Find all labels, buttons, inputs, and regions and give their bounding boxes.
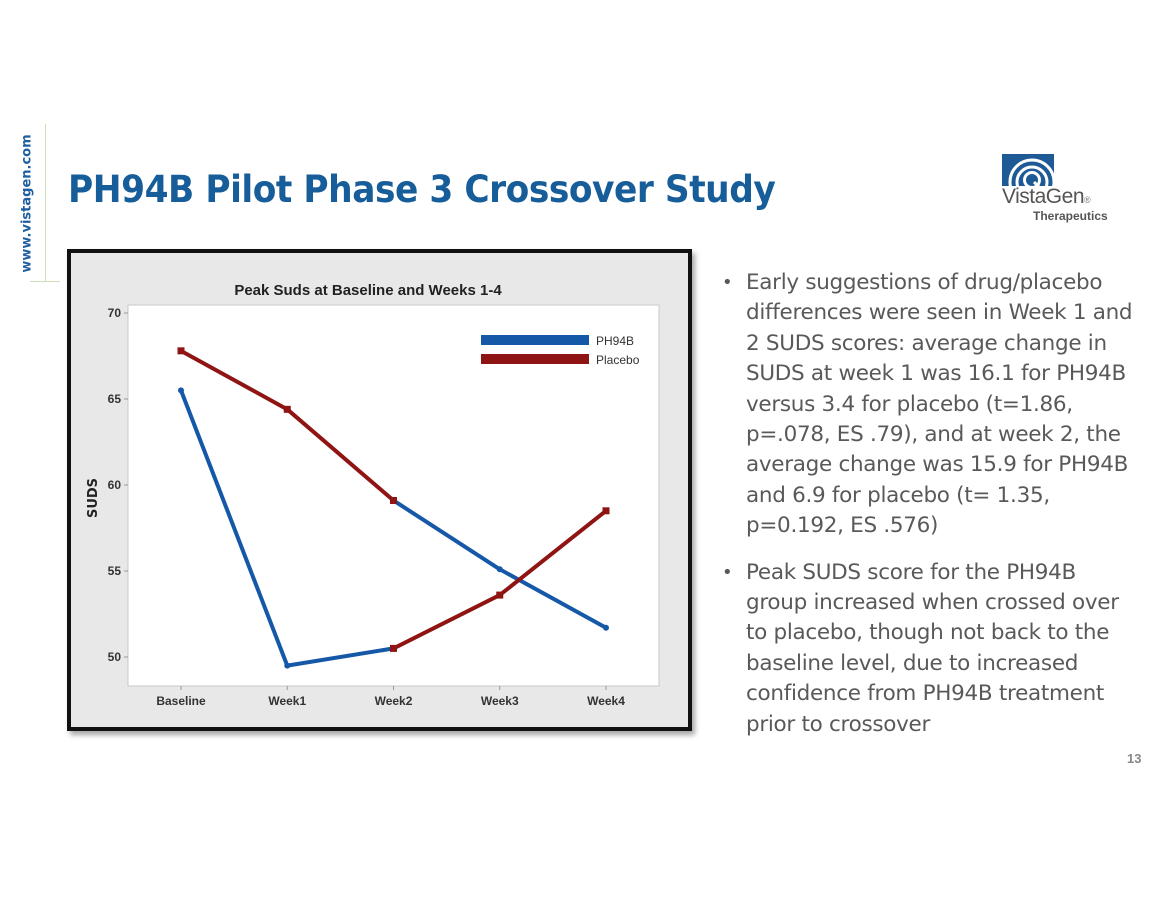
- website-url-text: www.vistagen.com: [19, 133, 35, 273]
- x-tick-label: Week2: [375, 694, 413, 708]
- vistagen-logo-icon: [1002, 154, 1054, 186]
- logo-name: VistaGen: [1002, 185, 1085, 208]
- data-point-ph94b: [284, 662, 291, 669]
- legend-swatch-placebo: [481, 354, 589, 364]
- divider-vertical: [45, 124, 46, 282]
- company-logo: VistaGen® Therapeutics: [1000, 152, 1110, 228]
- data-point-placebo: [283, 405, 291, 413]
- data-point-placebo: [390, 644, 397, 652]
- data-point-ph94b: [178, 387, 184, 394]
- legend: PH94B Placebo: [481, 334, 640, 367]
- series-lines: [177, 347, 610, 669]
- divider-horizontal: [30, 281, 60, 282]
- x-tick-label: Week3: [481, 694, 519, 708]
- x-tick-label: Week4: [587, 694, 625, 708]
- page-number: 13: [1127, 751, 1142, 766]
- data-point-ph94b: [496, 566, 503, 573]
- website-url: www.vistagen.com: [14, 128, 40, 278]
- bullet-item: Peak SUDS score for the PH94B group incr…: [722, 558, 1142, 740]
- y-tick-label: 70: [108, 306, 122, 320]
- data-point-placebo: [496, 591, 504, 599]
- y-tick-label: 50: [108, 650, 122, 664]
- legend-label-ph94b: PH94B: [596, 334, 634, 348]
- data-point-placebo: [602, 507, 610, 515]
- legend-swatch-ph94b: [481, 335, 589, 345]
- page-title: PH94B Pilot Phase 3 Crossover Study: [68, 168, 776, 211]
- x-tick-label: Baseline: [156, 694, 206, 708]
- chart-title: Peak Suds at Baseline and Weeks 1-4: [234, 282, 502, 299]
- data-point-placebo: [390, 496, 397, 504]
- y-tick-label: 60: [108, 478, 122, 492]
- x-tick-label: Week1: [268, 694, 306, 708]
- legend-label-placebo: Placebo: [596, 353, 640, 367]
- data-point-placebo: [177, 347, 185, 355]
- bullet-list: Early suggestions of drug/placebo differ…: [722, 268, 1142, 756]
- y-tick-label: 65: [108, 392, 122, 406]
- y-axis-ticks: 50 55 60 65 70: [108, 306, 128, 664]
- chart-panel: Peak Suds at Baseline and Weeks 1-4 SUDS…: [67, 249, 692, 731]
- y-tick-label: 55: [108, 564, 122, 578]
- y-axis-label: SUDS: [86, 478, 101, 518]
- line-chart: Peak Suds at Baseline and Weeks 1-4 SUDS…: [86, 282, 660, 708]
- registered-mark: ®: [1084, 195, 1091, 205]
- data-point-ph94b: [603, 624, 609, 631]
- logo-wordmark: VistaGen®: [1002, 185, 1091, 209]
- x-axis-ticks: Baseline Week1 Week2 Week3 Week4: [156, 686, 625, 708]
- bullet-item: Early suggestions of drug/placebo differ…: [722, 268, 1142, 542]
- logo-subtitle: Therapeutics: [1033, 209, 1108, 223]
